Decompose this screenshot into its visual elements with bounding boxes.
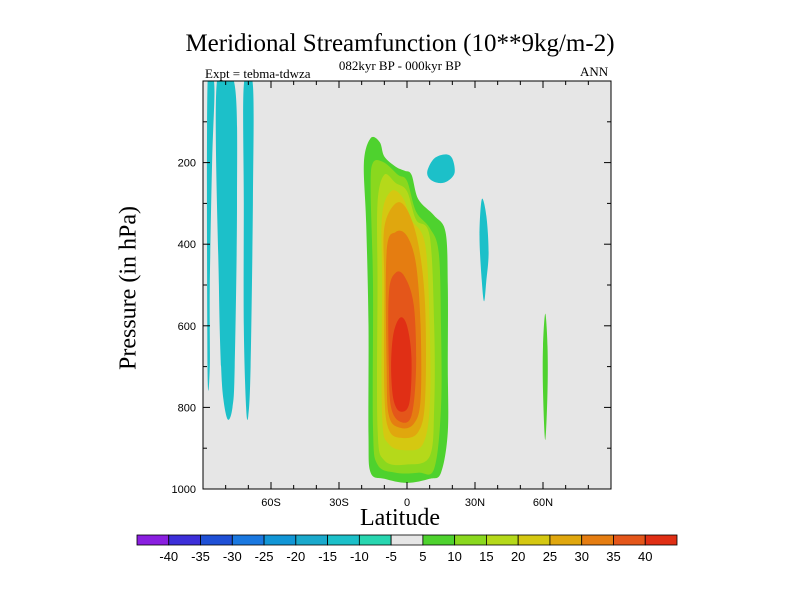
colorbar-label: 35 — [606, 549, 620, 564]
contour-fills — [206, 81, 548, 483]
y-tick-label: 200 — [178, 158, 196, 170]
colorbar-label: -35 — [191, 549, 210, 564]
x-axis-label: Latitude — [360, 505, 440, 531]
colorbar-swatch — [644, 534, 678, 546]
colorbar-label: 10 — [447, 549, 461, 564]
contour-overturning-40 — [391, 317, 412, 412]
colorbar-label: -10 — [350, 549, 369, 564]
contour-negative-cell-far-south-c — [243, 81, 254, 420]
colorbar-label: -25 — [255, 549, 274, 564]
x-tick-label: 30S — [329, 497, 349, 509]
colorbar-swatch — [168, 534, 201, 546]
colorbar-swatch — [517, 534, 551, 546]
colorbar-swatch — [263, 534, 297, 546]
season-label: ANN — [580, 64, 609, 79]
colorbar-swatch — [454, 534, 487, 546]
contour-negative-cell-far-south-a — [206, 81, 215, 391]
colorbar-label: -15 — [318, 549, 337, 564]
y-tick-label: 600 — [178, 321, 196, 333]
colorbar-swatch — [295, 534, 328, 546]
colorbar-label: 25 — [543, 549, 557, 564]
colorbar-swatch — [486, 534, 519, 546]
colorbar-label: 30 — [574, 549, 588, 564]
x-tick-label: 60S — [261, 497, 281, 509]
colorbar-swatch — [136, 534, 170, 546]
y-tick-label: 800 — [178, 402, 196, 414]
colorbar-swatch — [549, 534, 583, 546]
chart-title: Meridional Streamfunction (10**9kg/m-2) — [185, 30, 615, 57]
colorbar-swatch — [358, 534, 392, 546]
x-tick-label: 0 — [404, 497, 410, 509]
colorbar-swatch — [613, 534, 646, 546]
colorbar-swatch — [200, 534, 233, 546]
colorbar-swatch — [422, 534, 456, 546]
contour-negative-cell-far-south-b — [215, 81, 238, 420]
y-tick-label: 400 — [178, 239, 196, 251]
colorbar-swatch — [327, 534, 360, 546]
x-tick-label: 30N — [465, 497, 485, 509]
contour-negative-cell-north-upper — [427, 154, 455, 184]
contour-negative-cell-30N — [479, 198, 489, 302]
colorbar-label: 15 — [479, 549, 493, 564]
y-tick-label: 1000 — [172, 484, 196, 496]
colorbar-label: 5 — [419, 549, 426, 564]
colorbar-label: -40 — [159, 549, 178, 564]
chart-subtitle: 082kyr BP - 000kyr BP — [338, 58, 462, 73]
colorbar-swatch — [581, 534, 614, 546]
x-tick-label: 60N — [533, 497, 553, 509]
colorbar-swatch — [390, 534, 424, 546]
colorbar-label: 40 — [638, 549, 652, 564]
colorbar-swatch — [231, 534, 265, 546]
colorbar-label: -20 — [286, 549, 305, 564]
colorbar-label: -30 — [223, 549, 242, 564]
experiment-label: Expt = tebma-tdwza — [205, 66, 311, 81]
colorbar-label: -5 — [385, 549, 397, 564]
colorbar-label: 20 — [511, 549, 525, 564]
contour-positive-cell-60N — [542, 313, 548, 440]
